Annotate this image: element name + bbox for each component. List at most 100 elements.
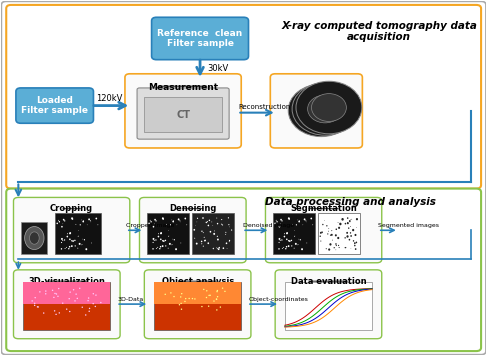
Ellipse shape	[300, 239, 301, 240]
Ellipse shape	[68, 298, 70, 299]
Ellipse shape	[180, 296, 182, 298]
Ellipse shape	[206, 222, 207, 223]
Ellipse shape	[72, 218, 74, 220]
Ellipse shape	[332, 240, 333, 241]
Ellipse shape	[212, 225, 213, 226]
Ellipse shape	[304, 218, 306, 220]
Ellipse shape	[210, 294, 211, 296]
Ellipse shape	[347, 217, 348, 219]
Ellipse shape	[169, 243, 171, 245]
Ellipse shape	[185, 298, 186, 299]
Ellipse shape	[54, 310, 56, 312]
Ellipse shape	[56, 314, 57, 315]
Ellipse shape	[291, 245, 292, 247]
Ellipse shape	[353, 240, 354, 242]
Ellipse shape	[338, 227, 340, 229]
Ellipse shape	[91, 242, 92, 244]
Ellipse shape	[61, 242, 62, 243]
Ellipse shape	[158, 233, 159, 234]
Text: Reconstruction: Reconstruction	[239, 104, 291, 110]
Text: 3D-Data: 3D-Data	[118, 297, 144, 302]
Ellipse shape	[335, 243, 336, 245]
Ellipse shape	[201, 306, 202, 307]
Bar	[318, 213, 360, 254]
Ellipse shape	[78, 243, 80, 245]
Text: CT: CT	[176, 110, 190, 120]
Text: Data evaluation: Data evaluation	[290, 277, 366, 286]
Ellipse shape	[73, 289, 74, 290]
Ellipse shape	[30, 232, 39, 244]
Ellipse shape	[83, 220, 84, 222]
Ellipse shape	[218, 248, 220, 250]
Ellipse shape	[166, 224, 167, 225]
Text: 3D-visualization: 3D-visualization	[28, 277, 105, 286]
Ellipse shape	[34, 305, 35, 306]
Ellipse shape	[322, 224, 324, 225]
Ellipse shape	[298, 221, 300, 222]
Ellipse shape	[162, 218, 164, 220]
Bar	[285, 282, 372, 330]
Ellipse shape	[89, 308, 90, 309]
Ellipse shape	[181, 293, 182, 294]
Ellipse shape	[71, 245, 72, 247]
Ellipse shape	[66, 247, 67, 248]
Ellipse shape	[278, 238, 280, 240]
Ellipse shape	[216, 298, 217, 300]
Text: Object analysis: Object analysis	[162, 277, 234, 286]
Ellipse shape	[346, 232, 348, 234]
Ellipse shape	[336, 229, 337, 230]
Ellipse shape	[352, 229, 354, 231]
Ellipse shape	[52, 289, 54, 291]
Ellipse shape	[288, 217, 290, 219]
Ellipse shape	[206, 290, 208, 292]
FancyBboxPatch shape	[275, 270, 382, 339]
Ellipse shape	[228, 217, 229, 219]
Ellipse shape	[310, 218, 312, 219]
Ellipse shape	[335, 234, 337, 236]
Text: Reference  clean
Filter sample: Reference clean Filter sample	[158, 29, 242, 48]
Ellipse shape	[350, 235, 352, 237]
Ellipse shape	[204, 240, 206, 241]
Ellipse shape	[173, 220, 174, 222]
Ellipse shape	[68, 248, 70, 250]
Ellipse shape	[208, 295, 210, 296]
Ellipse shape	[150, 221, 152, 222]
Ellipse shape	[222, 287, 224, 289]
Ellipse shape	[43, 312, 44, 314]
Ellipse shape	[338, 245, 339, 246]
Ellipse shape	[208, 242, 209, 244]
Ellipse shape	[278, 248, 280, 250]
Ellipse shape	[159, 248, 160, 250]
Text: Loaded
Filter sample: Loaded Filter sample	[21, 96, 88, 115]
Ellipse shape	[165, 245, 166, 247]
Ellipse shape	[296, 224, 297, 225]
Ellipse shape	[57, 295, 58, 297]
Ellipse shape	[312, 224, 313, 225]
Ellipse shape	[170, 224, 171, 225]
Ellipse shape	[88, 218, 90, 220]
Ellipse shape	[350, 226, 351, 227]
Ellipse shape	[69, 311, 70, 312]
Ellipse shape	[285, 248, 286, 250]
Ellipse shape	[32, 300, 33, 302]
Ellipse shape	[38, 306, 39, 308]
Ellipse shape	[288, 240, 289, 241]
Ellipse shape	[34, 303, 35, 304]
Ellipse shape	[66, 236, 68, 237]
Ellipse shape	[160, 232, 162, 234]
Ellipse shape	[168, 236, 169, 237]
Ellipse shape	[350, 232, 351, 234]
Bar	[154, 282, 241, 304]
Ellipse shape	[296, 81, 362, 134]
Ellipse shape	[158, 236, 159, 237]
Ellipse shape	[216, 247, 217, 248]
Ellipse shape	[214, 233, 215, 235]
Ellipse shape	[292, 83, 358, 135]
Ellipse shape	[66, 308, 68, 310]
Ellipse shape	[276, 221, 278, 222]
Ellipse shape	[348, 227, 350, 229]
Ellipse shape	[206, 297, 207, 298]
Ellipse shape	[331, 234, 332, 236]
FancyBboxPatch shape	[125, 74, 241, 148]
Ellipse shape	[88, 300, 89, 302]
